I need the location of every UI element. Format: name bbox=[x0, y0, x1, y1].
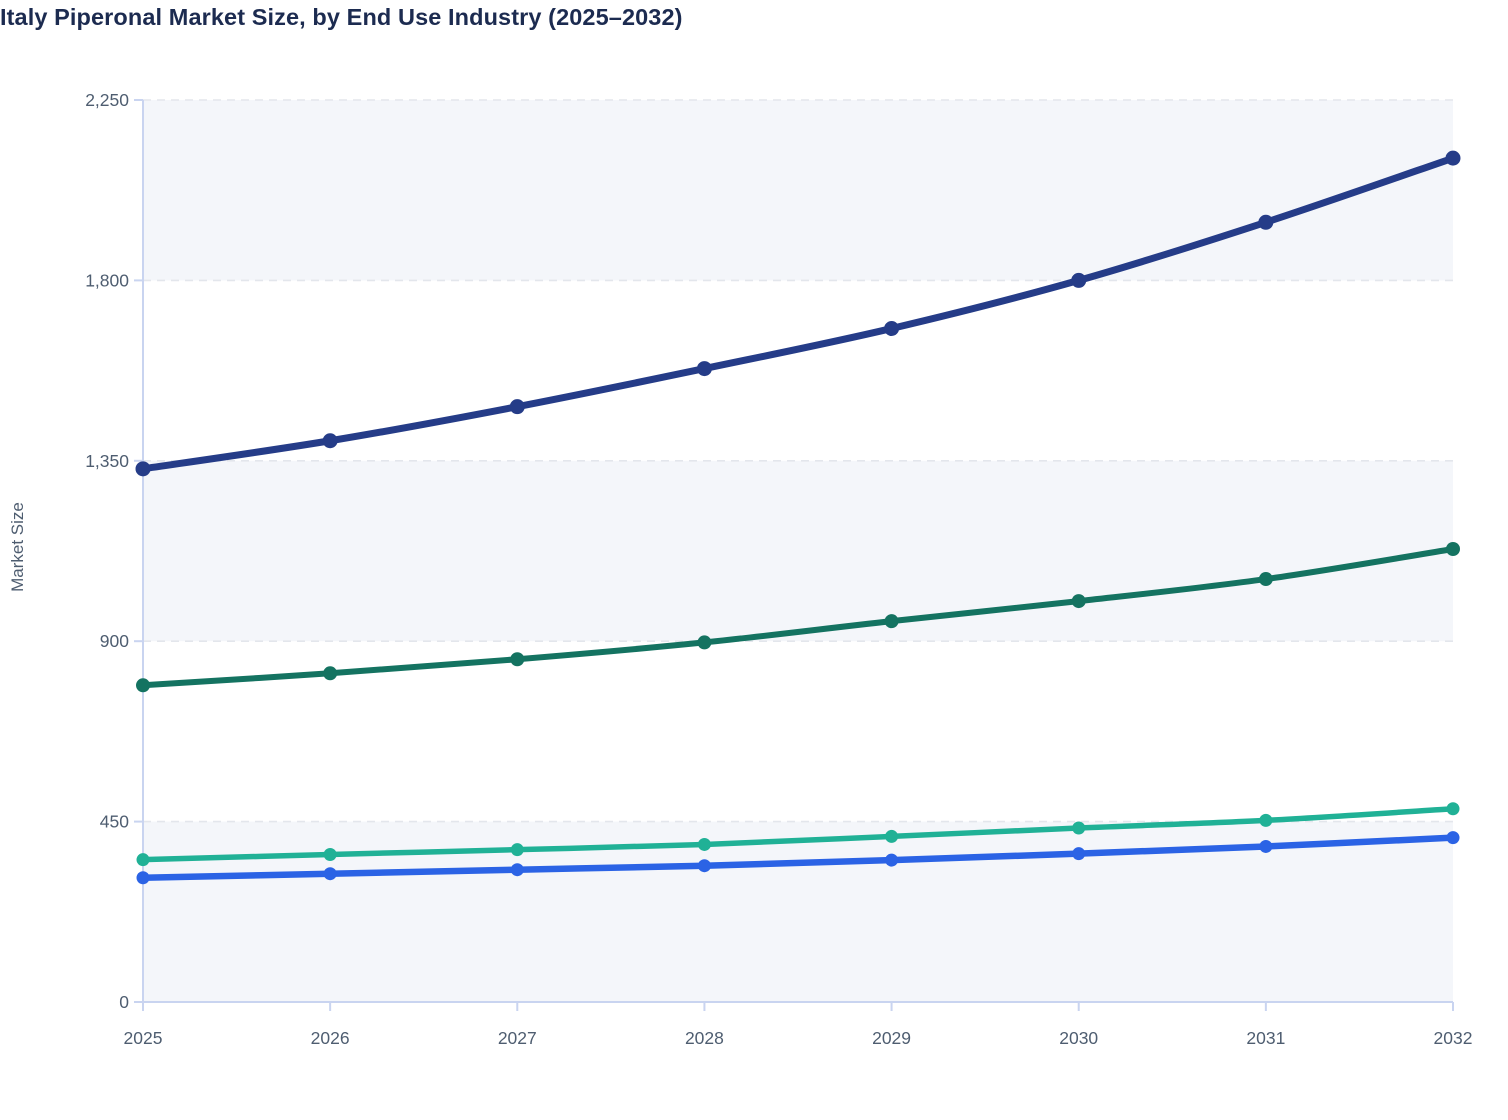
x-tick-label: 2027 bbox=[498, 1028, 537, 1048]
series-1 bbox=[135, 150, 1461, 477]
data-point-marker[interactable] bbox=[884, 614, 899, 629]
series-path bbox=[139, 154, 1457, 473]
data-point-marker[interactable] bbox=[1071, 272, 1087, 288]
series-path bbox=[139, 834, 1457, 881]
data-point-marker[interactable] bbox=[1446, 802, 1460, 816]
data-point-marker[interactable] bbox=[697, 837, 711, 851]
data-point-marker[interactable] bbox=[323, 847, 337, 861]
series-2 bbox=[136, 541, 1460, 693]
data-point-marker[interactable] bbox=[697, 859, 711, 873]
x-tick-label: 2029 bbox=[872, 1028, 911, 1048]
data-point-marker[interactable] bbox=[510, 652, 525, 667]
data-point-marker[interactable] bbox=[135, 461, 151, 477]
data-point-marker[interactable] bbox=[1071, 594, 1086, 609]
x-tick-label: 2030 bbox=[1059, 1028, 1098, 1048]
data-point-marker[interactable] bbox=[1259, 839, 1273, 853]
x-tick-label: 2026 bbox=[311, 1028, 350, 1048]
data-point-marker[interactable] bbox=[1258, 214, 1274, 230]
y-tick-label: 0 bbox=[119, 992, 129, 1012]
y-tick-label: 1,350 bbox=[85, 451, 129, 471]
y-tick-label: 900 bbox=[100, 631, 129, 651]
data-point-marker[interactable] bbox=[1072, 821, 1086, 835]
data-point-marker[interactable] bbox=[697, 635, 712, 650]
series-path bbox=[140, 806, 1456, 863]
x-tick-label: 2025 bbox=[124, 1028, 163, 1048]
data-point-marker[interactable] bbox=[322, 433, 338, 449]
y-tick-label: 2,250 bbox=[85, 90, 129, 110]
data-point-marker[interactable] bbox=[323, 666, 338, 681]
data-point-marker[interactable] bbox=[885, 829, 899, 843]
data-point-marker[interactable] bbox=[1259, 813, 1273, 827]
series-4 bbox=[136, 831, 1460, 885]
y-tick-label: 450 bbox=[100, 812, 129, 832]
data-point-marker[interactable] bbox=[510, 843, 524, 857]
data-point-marker[interactable] bbox=[1072, 847, 1086, 861]
plot-band bbox=[143, 460, 1453, 642]
data-point-marker[interactable] bbox=[885, 853, 899, 867]
series-path bbox=[140, 545, 1456, 689]
data-point-marker[interactable] bbox=[1258, 572, 1273, 587]
data-point-marker[interactable] bbox=[136, 853, 150, 867]
data-point-marker[interactable] bbox=[1446, 831, 1460, 845]
data-point-marker[interactable] bbox=[136, 678, 150, 693]
x-tick-label: 2032 bbox=[1434, 1028, 1473, 1048]
data-point-marker[interactable] bbox=[509, 399, 525, 415]
data-point-marker[interactable] bbox=[1446, 541, 1460, 556]
x-tick-label: 2031 bbox=[1246, 1028, 1285, 1048]
data-point-marker[interactable] bbox=[136, 871, 150, 885]
y-tick-label: 1,800 bbox=[85, 270, 129, 290]
data-point-marker[interactable] bbox=[323, 867, 337, 881]
chart-title: Italy Piperonal Market Size, by End Use … bbox=[0, 4, 683, 30]
data-point-marker[interactable] bbox=[884, 321, 900, 337]
data-point-marker[interactable] bbox=[1445, 150, 1461, 166]
x-tick-label: 2028 bbox=[685, 1028, 724, 1048]
data-point-marker[interactable] bbox=[696, 361, 712, 377]
data-point-marker[interactable] bbox=[510, 863, 524, 877]
series-3 bbox=[136, 802, 1460, 867]
plot-band bbox=[143, 100, 1453, 281]
